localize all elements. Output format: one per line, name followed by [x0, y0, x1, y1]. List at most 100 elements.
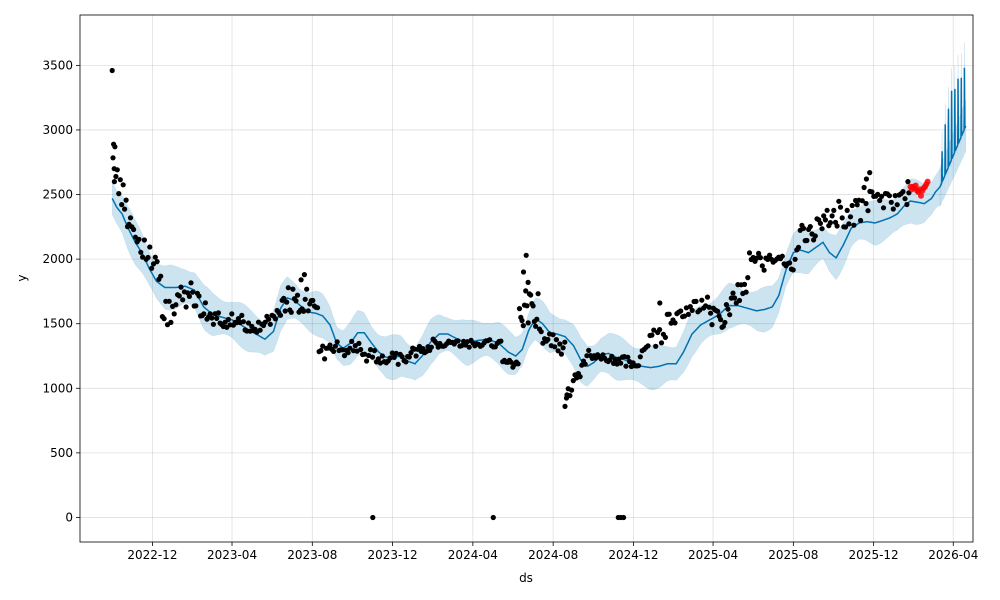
- observed-point: [294, 292, 301, 298]
- observed-point: [718, 317, 724, 323]
- observed-point: [635, 363, 642, 369]
- observed-point: [827, 220, 834, 226]
- observed-point: [173, 302, 179, 308]
- observed-point: [277, 312, 284, 318]
- observed-point: [902, 196, 908, 202]
- observed-point: [520, 323, 526, 329]
- observed-point: [110, 155, 116, 161]
- observed-point: [530, 303, 536, 309]
- forecast-extension-line: [939, 67, 967, 188]
- observed-point: [666, 311, 672, 317]
- y-tick-label: 0: [65, 510, 73, 524]
- observed-point: [743, 289, 749, 295]
- observed-point: [158, 273, 164, 279]
- observed-point: [699, 297, 705, 303]
- observed-point: [362, 351, 368, 357]
- observed-point: [715, 308, 721, 314]
- observed-point: [562, 339, 568, 345]
- observed-point: [466, 344, 472, 350]
- observed-point: [618, 360, 624, 366]
- observed-point: [658, 340, 665, 346]
- observed-point: [113, 173, 119, 180]
- observed-point: [304, 286, 310, 292]
- observed-point: [765, 256, 771, 262]
- observed-point: [210, 321, 216, 327]
- observed-point: [519, 317, 525, 324]
- observed-point: [761, 267, 767, 273]
- observed-point: [408, 350, 414, 356]
- observed-point: [332, 343, 338, 349]
- observed-point: [523, 288, 529, 294]
- observed-point: [281, 295, 287, 301]
- observed-point: [623, 363, 629, 369]
- observed-point: [266, 316, 272, 322]
- observed-point: [393, 350, 399, 356]
- observed-point: [207, 311, 213, 317]
- observed-point: [186, 293, 192, 299]
- observed-point: [413, 353, 419, 359]
- observed-point: [672, 320, 678, 326]
- observed-point: [391, 354, 397, 360]
- observed-point: [528, 292, 534, 298]
- observed-point: [341, 353, 348, 359]
- y-tick-label: 500: [50, 446, 73, 460]
- observed-point: [723, 302, 730, 308]
- observed-point: [657, 327, 663, 333]
- observed-point: [746, 250, 753, 256]
- observed-point: [515, 361, 521, 367]
- observed-point: [790, 267, 796, 273]
- observed-point: [523, 252, 529, 258]
- observed-point: [858, 217, 864, 224]
- x-tick-label: 2025-12: [849, 548, 899, 562]
- observed-point: [364, 358, 370, 364]
- observed-point: [875, 191, 881, 197]
- observed-point: [147, 244, 153, 250]
- observed-point: [685, 311, 692, 317]
- observed-point: [358, 346, 364, 353]
- observed-point: [904, 201, 910, 208]
- observed-point: [111, 166, 117, 172]
- observed-point: [122, 206, 128, 212]
- observed-point: [193, 303, 199, 309]
- observed-point: [849, 202, 855, 209]
- observed-point: [240, 319, 246, 325]
- observed-point: [831, 207, 837, 213]
- observed-point: [851, 222, 857, 228]
- observed-point: [877, 197, 883, 204]
- observed-point: [550, 332, 556, 338]
- observed-point: [847, 214, 854, 220]
- observed-point: [681, 313, 688, 319]
- observed-point: [846, 221, 852, 227]
- observed-point: [152, 254, 158, 260]
- observed-point: [836, 198, 842, 204]
- observed-point: [285, 285, 291, 291]
- observed-point: [534, 316, 540, 322]
- observed-point: [795, 244, 802, 250]
- observed-point: [387, 355, 393, 361]
- observed-point: [284, 299, 290, 305]
- observed-point: [905, 179, 911, 185]
- observed-point: [651, 327, 657, 333]
- observed-point: [116, 191, 122, 197]
- observed-point: [161, 316, 167, 322]
- observed-point: [516, 306, 523, 312]
- observed-point: [349, 338, 355, 344]
- observed-point: [888, 199, 894, 205]
- observed-point: [834, 223, 840, 229]
- observed-point: [301, 272, 307, 278]
- observed-point: [138, 249, 144, 255]
- observed-point: [859, 198, 865, 204]
- observed-point: [807, 224, 813, 230]
- observed-point: [662, 334, 669, 340]
- observed-point: [653, 343, 659, 349]
- observed-point: [880, 205, 887, 211]
- observed-points-layer: [109, 67, 912, 521]
- observed-point: [535, 291, 541, 297]
- observed-point: [201, 311, 207, 317]
- observed-point: [369, 354, 376, 360]
- observed-point: [168, 319, 174, 325]
- observed-point: [817, 220, 824, 226]
- observed-point: [577, 374, 583, 380]
- observed-point: [262, 319, 268, 325]
- x-tick-label: 2022-12: [127, 548, 177, 562]
